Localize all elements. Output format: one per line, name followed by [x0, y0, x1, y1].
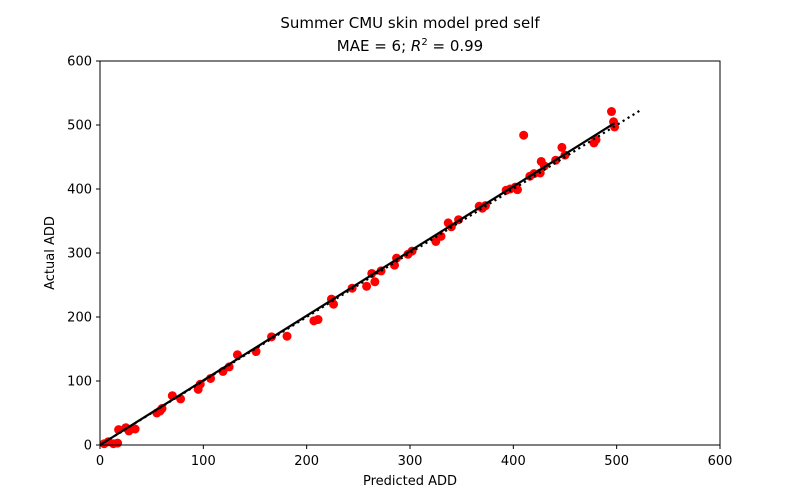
chart-subtitle-suffix: = 0.99	[428, 37, 484, 55]
x-tick-label: 600	[708, 454, 733, 469]
y-tick-label: 100	[67, 375, 92, 390]
y-tick-label: 500	[67, 119, 92, 134]
data-point	[557, 142, 567, 152]
data-point	[607, 107, 616, 117]
fit-line	[99, 122, 616, 446]
plot-frame	[99, 60, 721, 446]
y-tick-label: 600	[67, 55, 92, 70]
x-tick-label: 500	[604, 454, 629, 469]
x-tick-label: 400	[501, 454, 526, 469]
y-tick-label: 200	[67, 311, 92, 326]
x-tick-label: 200	[294, 454, 319, 469]
data-point	[370, 277, 380, 287]
y-tick-label: 400	[67, 183, 92, 198]
data-point	[329, 299, 339, 309]
data-point	[282, 331, 292, 341]
y-tick-label: 300	[67, 247, 92, 262]
chart-subtitle-r: R	[411, 37, 421, 55]
plot-area	[99, 107, 640, 449]
y-axis-ticks: 0 100 200 300 400 500 600	[67, 55, 100, 454]
x-axis-label: Predicted ADD	[363, 474, 457, 489]
data-point	[157, 404, 167, 414]
y-tick-label: 0	[84, 439, 92, 454]
y-axis-label: Actual ADD	[43, 216, 58, 290]
x-tick-label: 100	[191, 454, 216, 469]
data-point	[313, 315, 323, 325]
data-point	[591, 135, 601, 145]
data-point	[519, 130, 529, 140]
chart-title: Summer CMU skin model pred self	[280, 14, 540, 32]
chart-subtitle-sup: 2	[421, 37, 427, 48]
x-axis-ticks: 0 100 200 300 400 500 600	[96, 445, 733, 469]
chart-subtitle-prefix: MAE = 6;	[337, 37, 411, 55]
x-tick-label: 0	[96, 454, 104, 469]
data-point	[113, 438, 123, 448]
data-point	[130, 424, 140, 434]
data-point	[362, 281, 372, 291]
chart-subtitle: MAE = 6; R2 = 0.99	[337, 37, 483, 55]
x-tick-label: 300	[398, 454, 423, 469]
